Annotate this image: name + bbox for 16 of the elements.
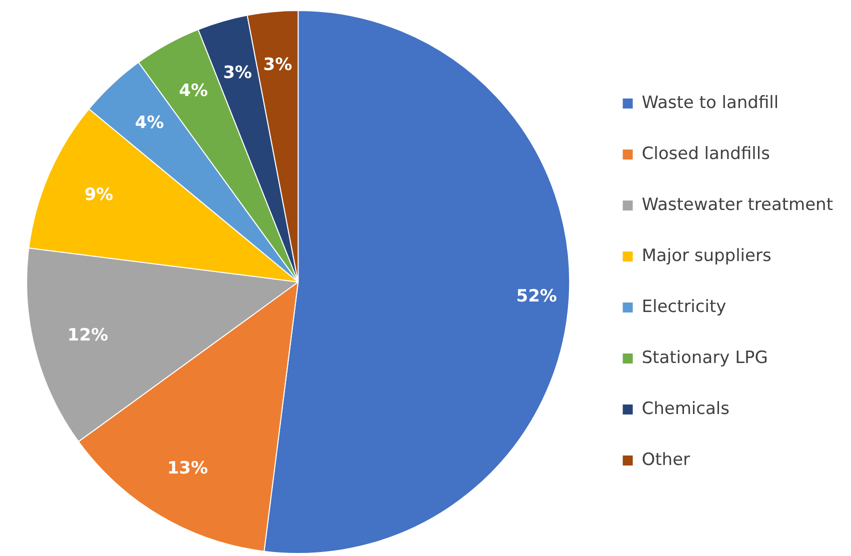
legend-label: Waste to landfill <box>642 92 779 113</box>
legend-label: Closed landfills <box>642 144 770 164</box>
data-label: 12% <box>67 325 108 346</box>
data-label: 52% <box>516 286 557 306</box>
data-label: 4% <box>135 113 164 134</box>
legend-label: Electricity <box>642 296 726 317</box>
legend-label: Wastewater treatment <box>642 194 834 215</box>
data-label: 4% <box>179 81 208 102</box>
data-label: 9% <box>84 185 114 206</box>
data-label: 13% <box>167 458 208 478</box>
data-label: 3% <box>263 55 292 76</box>
legend-label: Stationary LPG <box>642 348 768 368</box>
data-label: 3% <box>223 62 252 83</box>
legend-label: Chemicals <box>642 398 730 419</box>
legend-label: Other <box>642 450 690 470</box>
legend-label: Major suppliers <box>642 246 772 266</box>
